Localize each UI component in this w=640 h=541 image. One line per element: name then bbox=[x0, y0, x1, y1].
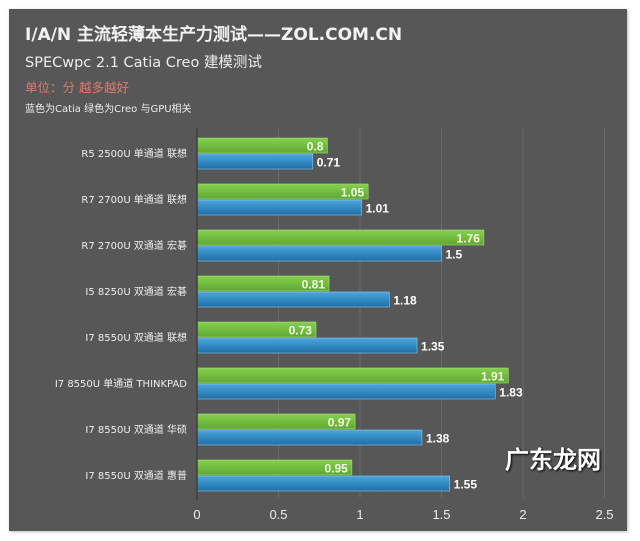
category-label: R7 2700U 双通道 宏碁 bbox=[81, 239, 187, 252]
x-tick-label: 0 bbox=[193, 507, 200, 522]
creo-bar bbox=[196, 367, 509, 384]
watermark: 广东龙网 bbox=[505, 445, 601, 474]
catia-bar bbox=[196, 475, 450, 492]
catia-bar bbox=[196, 199, 362, 216]
creo-value-label: 0.8 bbox=[307, 140, 324, 154]
catia-bar bbox=[196, 383, 496, 400]
x-tick-label: 1.5 bbox=[432, 507, 450, 522]
catia-value-label: 0.71 bbox=[317, 156, 341, 170]
chart-title: I/A/N 主流轻薄本生产力测试——ZOL.COM.CN bbox=[25, 25, 403, 45]
catia-value-label: 1.35 bbox=[421, 340, 445, 354]
unit-note: 单位：分 越多越好 bbox=[25, 80, 129, 95]
category-label: I5 8250U 双通道 宏碁 bbox=[85, 285, 187, 298]
category-label: R7 2700U 单通道 联想 bbox=[81, 193, 187, 206]
catia-value-label: 1.5 bbox=[446, 248, 463, 262]
catia-value-label: 1.18 bbox=[393, 294, 417, 308]
x-tick-label: 2 bbox=[519, 507, 526, 522]
category-label: I7 8550U 双通道 惠普 bbox=[85, 469, 187, 482]
creo-bar bbox=[196, 229, 485, 246]
catia-value-label: 1.55 bbox=[454, 478, 478, 492]
category-label: I7 8550U 双通道 华硕 bbox=[85, 423, 187, 436]
x-tick-label: 0.5 bbox=[269, 507, 287, 522]
catia-value-label: 1.01 bbox=[366, 202, 390, 216]
creo-value-label: 0.81 bbox=[302, 278, 326, 292]
catia-bar bbox=[196, 245, 442, 262]
catia-bar bbox=[196, 337, 418, 354]
catia-value-label: 1.38 bbox=[426, 432, 450, 446]
creo-value-label: 0.95 bbox=[324, 462, 348, 476]
catia-value-label: 1.83 bbox=[499, 386, 523, 400]
x-tick-label: 1 bbox=[356, 507, 363, 522]
catia-bar bbox=[196, 429, 423, 446]
creo-value-label: 0.97 bbox=[328, 416, 352, 430]
catia-bar bbox=[196, 291, 390, 308]
catia-bar bbox=[196, 153, 314, 170]
creo-value-label: 0.73 bbox=[289, 324, 313, 338]
creo-value-label: 1.76 bbox=[457, 232, 481, 246]
category-label: R5 2500U 单通道 联想 bbox=[81, 147, 187, 160]
x-tick-label: 2.5 bbox=[595, 507, 613, 522]
category-label: I7 8550U 单通道 THINKPAD bbox=[55, 377, 187, 390]
creo-value-label: 1.91 bbox=[481, 370, 505, 384]
chart-subtitle: SPECwpc 2.1 Catia Creo 建模测试 bbox=[25, 55, 262, 71]
creo-value-label: 1.05 bbox=[341, 186, 365, 200]
legend-note: 蓝色为Catia 绿色为Creo 与GPU相关 bbox=[25, 104, 192, 115]
category-label: I7 8550U 双通道 联想 bbox=[85, 331, 187, 344]
